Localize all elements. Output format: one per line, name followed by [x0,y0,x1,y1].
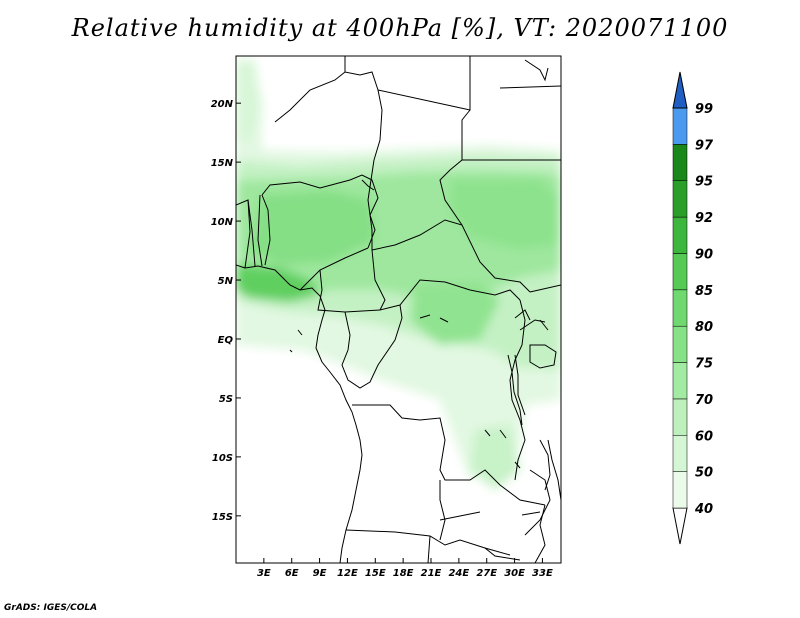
border-nigeria [261,194,369,291]
great-lakes-2 [514,354,526,416]
lon-tick-label: 24E [448,568,469,579]
lon-tick-label: 18E [393,568,414,579]
colorbar-label: 60 [695,429,713,444]
colorbar-upper-arrow [672,71,688,109]
border-zimbabwe [427,535,521,563]
border-car [371,219,531,293]
humidity-patch-ctr [410,282,500,345]
lon-tick-label: 30E [504,568,525,579]
border-angola-south [345,529,511,556]
humidity-patch-w [250,190,375,265]
colorbar-segment [672,180,688,218]
lat-tick-label: 5N [218,276,234,287]
lon-tick-label: 15E [365,568,386,579]
lon-tick-label: 21E [421,568,442,579]
colorbar-segment [672,398,688,436]
humidity-patch-coast [236,265,320,302]
border-chad [367,159,386,311]
lat-tick-label: 15S [212,512,233,523]
border-egypt [439,109,471,226]
lake-chad [361,179,375,191]
colorbar-segment [672,471,688,509]
colorbar-segment [672,362,688,400]
colorbar-segment [672,216,688,254]
lat-tick-label: 10S [212,453,233,464]
lon-tick-label: 33E [532,568,553,579]
lon-tick-label: 9E [313,568,327,579]
lat-tick-label: 10N [211,217,234,228]
border-niger [261,174,379,249]
country-borders [236,56,561,563]
lon-tick-label: 27E [476,568,497,579]
lon-tick-label: 6E [285,568,299,579]
colorbar-label: 40 [694,502,713,517]
lat-axis: 20N 15N 10N 5N EQ 5S 10S 15S [211,99,241,523]
lon-tick-label: 12E [337,568,358,579]
colorbar-segment [672,107,688,145]
lon-tick-label: 3E [257,568,271,579]
colorbar-label: 85 [695,284,713,299]
border-drc-west [341,304,403,389]
coastline-west-africa [236,264,363,563]
lat-tick-label: 20N [211,99,234,110]
border-cameroon [317,269,381,313]
border-mozambique [534,439,561,563]
coast-lines-2 [439,59,549,521]
humidity-patch-e [450,178,560,250]
colorbar-segment [672,253,688,291]
humidity-field [236,60,561,490]
colorbar-label: 80 [695,320,713,335]
humidity-patch-south [470,425,520,490]
lon-axis: 3E 6E 9E 12E 15E 18E 21E 24E 27E 30E 33E [257,558,553,579]
colorbar-label: 90 [695,247,713,262]
colorbar-label: 97 [695,138,714,153]
border-egypt-north [499,85,561,89]
border-libya-sudan [377,56,471,111]
colorbar-segment [672,289,688,327]
border-sahara-1 [274,71,383,161]
colorbar: 40 50 60 70 75 80 85 90 92 95 97 99 [672,71,714,545]
great-lakes-1 [507,354,523,426]
grads-credit: GrADS: IGES/COLA [4,603,98,613]
border-ghana [236,199,251,269]
lake-victoria [529,344,557,369]
lat-tick-label: EQ [218,335,234,346]
humidity-patch-nw [236,60,262,140]
plot-frame [235,55,562,564]
colorbar-label: 95 [695,175,713,190]
colorbar-lower-arrow [672,507,688,545]
lake-malawi [539,439,551,491]
chart-title: Relative humidity at 400hPa [%], VT: 202… [71,14,729,42]
border-angola [352,404,546,506]
gulf-islands [289,309,549,469]
colorbar-label: 50 [695,466,713,481]
border-east [509,299,526,481]
colorbar-label: 99 [695,102,713,117]
colorbar-segment [672,325,688,363]
border-benin [247,194,263,267]
border-sudan [462,159,561,293]
colorbar-segment [672,435,688,472]
border-congo [379,279,521,311]
colorbar-segment [672,144,688,181]
colorbar-label: 70 [695,393,713,408]
lat-tick-label: 15N [211,158,234,169]
colorbar-label: 75 [695,357,713,372]
colorbar-label: 92 [695,211,713,226]
lat-tick-label: 5S [219,394,233,405]
border-zambia [439,469,551,541]
